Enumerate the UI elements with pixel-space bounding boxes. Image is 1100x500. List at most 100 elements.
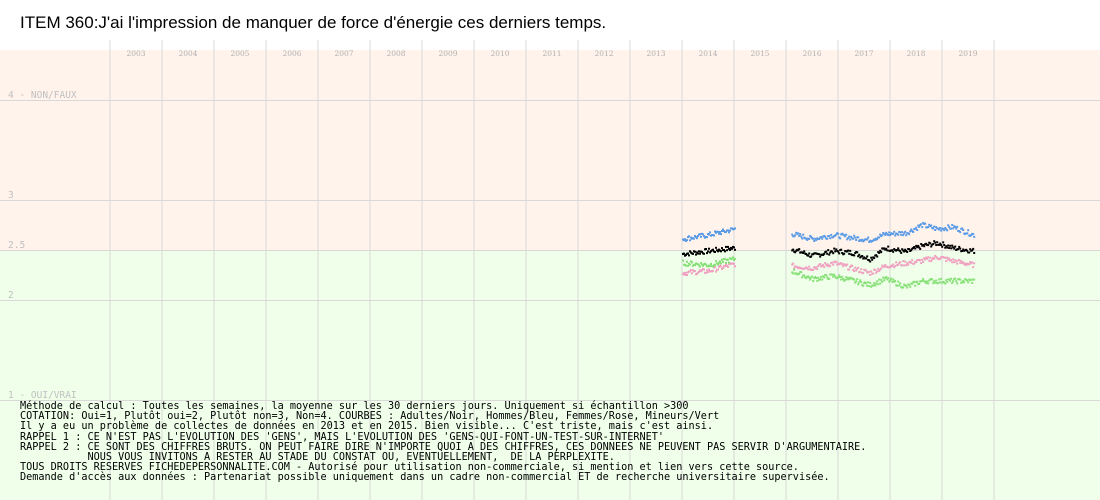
data-point-mineurs xyxy=(800,271,803,274)
data-point-femmes xyxy=(829,264,832,267)
data-point-hommes xyxy=(688,235,690,238)
data-point-mineurs xyxy=(803,274,806,277)
data-point-hommes xyxy=(723,230,725,232)
data-point-hommes xyxy=(885,231,888,234)
data-point-hommes xyxy=(815,239,818,242)
data-point-adultes xyxy=(945,245,948,248)
data-point-hommes xyxy=(866,238,869,241)
data-point-femmes xyxy=(922,260,925,263)
data-point-mineurs xyxy=(877,283,880,286)
data-point-mineurs xyxy=(931,278,934,281)
data-point-adultes xyxy=(727,245,729,248)
data-point-hommes xyxy=(967,229,970,232)
data-point-hommes xyxy=(889,234,892,236)
data-point-mineurs xyxy=(816,279,819,282)
data-point-hommes xyxy=(830,233,833,236)
data-point-mineurs xyxy=(939,281,942,284)
data-point-femmes xyxy=(684,273,686,276)
data-point-mineurs xyxy=(869,282,872,284)
data-point-mineurs xyxy=(712,265,714,268)
data-point-adultes xyxy=(733,246,735,249)
data-point-hommes xyxy=(888,231,891,234)
data-point-hommes xyxy=(897,233,900,236)
data-point-adultes xyxy=(919,247,922,250)
data-point-adultes xyxy=(715,246,717,249)
data-point-adultes xyxy=(701,250,703,253)
data-point-mineurs xyxy=(862,284,865,287)
data-point-mineurs xyxy=(845,276,848,279)
data-point-adultes xyxy=(843,252,846,255)
data-point-hommes xyxy=(700,235,702,238)
data-point-adultes xyxy=(948,247,951,249)
data-point-hommes xyxy=(973,235,976,238)
data-point-adultes xyxy=(930,245,933,248)
data-point-femmes xyxy=(857,266,860,269)
data-point-femmes xyxy=(854,266,857,269)
data-point-adultes xyxy=(818,253,821,256)
data-point-adultes xyxy=(952,246,955,249)
data-point-mineurs xyxy=(918,282,921,285)
data-point-femmes xyxy=(920,262,923,265)
data-point-mineurs xyxy=(880,278,883,281)
data-point-adultes xyxy=(906,251,909,253)
data-point-mineurs xyxy=(844,278,847,281)
data-point-mineurs xyxy=(698,264,700,267)
data-point-femmes xyxy=(952,258,955,261)
data-point-femmes xyxy=(930,260,933,263)
data-point-hommes xyxy=(909,230,912,233)
y-tick-label: 4 - NON/FAUX xyxy=(8,90,77,101)
note-data-access: Demande d'accès aux données : Partenaria… xyxy=(20,472,830,484)
data-point-adultes xyxy=(848,252,851,255)
data-point-adultes xyxy=(966,249,969,252)
data-point-femmes xyxy=(808,265,811,268)
data-point-femmes xyxy=(910,261,913,264)
data-point-femmes xyxy=(706,269,708,272)
data-point-adultes xyxy=(922,244,925,246)
data-point-hommes xyxy=(837,232,840,235)
data-point-femmes xyxy=(727,265,729,268)
data-point-adultes xyxy=(968,251,971,254)
data-point-hommes xyxy=(920,223,923,226)
data-point-adultes xyxy=(914,247,917,250)
data-point-hommes xyxy=(727,229,729,232)
data-point-adultes xyxy=(683,252,685,255)
y-tick-label: 2.5 xyxy=(8,240,25,251)
data-point-adultes xyxy=(891,249,894,252)
data-point-hommes xyxy=(820,236,823,239)
data-point-mineurs xyxy=(809,278,812,281)
note-rappel-2-cont: NOUS VOUS INVITONS A RESTER AU STADE DU … xyxy=(20,452,615,464)
data-point-mineurs xyxy=(905,284,908,287)
data-point-mineurs xyxy=(734,257,736,260)
data-point-mineurs xyxy=(911,282,914,285)
data-point-adultes xyxy=(932,243,935,246)
data-point-mineurs xyxy=(719,260,721,263)
data-point-mineurs xyxy=(724,258,726,261)
data-point-femmes xyxy=(835,260,838,263)
data-point-hommes xyxy=(961,227,964,230)
data-point-hommes xyxy=(709,231,711,234)
data-point-femmes xyxy=(718,265,720,268)
data-point-femmes xyxy=(807,268,810,271)
data-point-mineurs xyxy=(948,278,951,281)
data-point-mineurs xyxy=(899,282,902,285)
data-point-hommes xyxy=(945,228,948,231)
data-point-femmes xyxy=(689,270,691,273)
data-point-femmes xyxy=(884,264,887,266)
data-point-mineurs xyxy=(966,279,969,282)
data-point-hommes xyxy=(806,238,809,241)
chart-title: ITEM 360:J'ai l'impression de manquer de… xyxy=(20,13,607,32)
data-point-hommes xyxy=(813,240,816,242)
data-point-adultes xyxy=(918,246,921,249)
data-point-mineurs xyxy=(868,285,871,288)
data-point-hommes xyxy=(884,233,887,236)
data-point-hommes xyxy=(959,231,962,234)
data-point-mineurs xyxy=(793,268,796,271)
data-point-mineurs xyxy=(857,283,860,286)
data-point-adultes xyxy=(707,250,709,253)
data-point-femmes xyxy=(823,266,826,269)
data-point-adultes xyxy=(798,248,801,251)
data-point-mineurs xyxy=(971,282,974,284)
data-point-adultes xyxy=(687,252,689,255)
data-point-adultes xyxy=(802,252,805,254)
